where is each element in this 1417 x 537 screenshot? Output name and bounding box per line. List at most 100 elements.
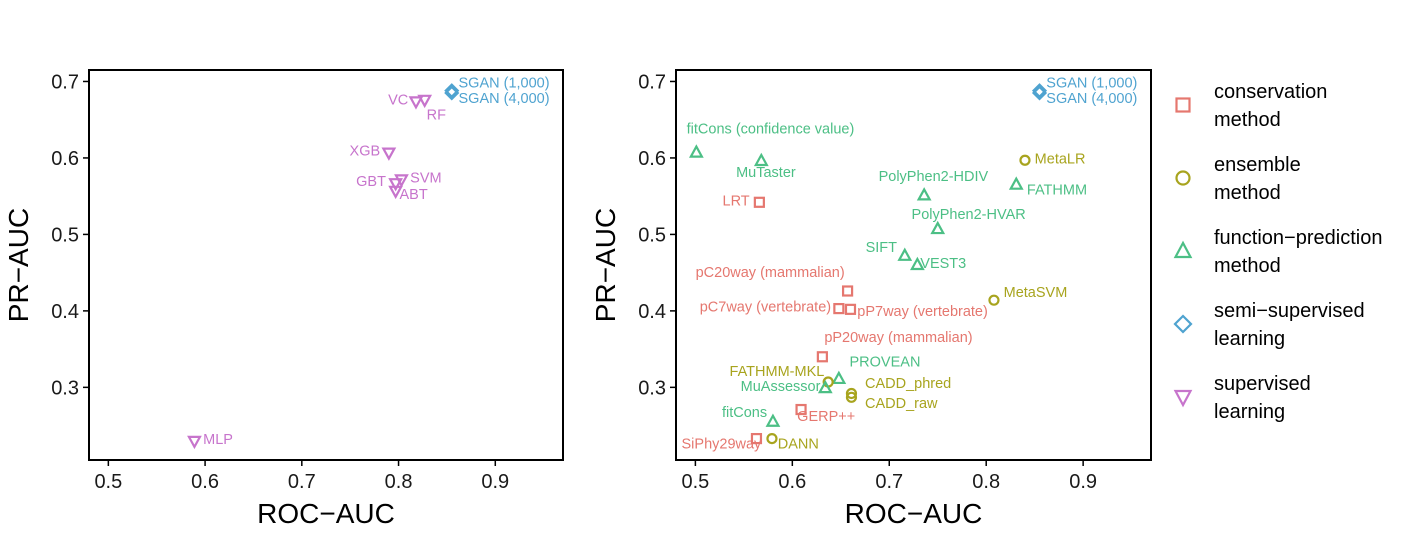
point-label-metalr: MetaLR xyxy=(1035,151,1086,167)
point-label-sgan-4-000: SGAN (4,000) xyxy=(459,91,550,107)
y-tick-label: 0.6 xyxy=(51,148,79,170)
point-label-siphy29way: SiPhy29way xyxy=(682,437,763,453)
x-tick-label: 0.7 xyxy=(288,471,316,493)
legend-label-supervised: supervised xyxy=(1214,373,1311,395)
point-rf xyxy=(417,94,433,109)
point-dann xyxy=(766,432,778,445)
legend-key-semi xyxy=(1173,314,1193,334)
point-label-svm: SVM xyxy=(410,170,441,186)
y-tick-label: 0.6 xyxy=(638,148,666,170)
point-label-vest3: VEST3 xyxy=(920,256,966,272)
legend-key-function xyxy=(1173,240,1193,259)
point-label-polyphen2-hvar: PolyPhen2-HVAR xyxy=(912,207,1026,223)
point-fathmm xyxy=(1008,176,1024,190)
legend-label-conservation-line2: method xyxy=(1214,109,1281,131)
point-label-sgan-1-000: SGAN (1,000) xyxy=(1046,76,1137,92)
point-muassessor xyxy=(817,379,833,394)
y-tick-label: 0.5 xyxy=(638,224,666,246)
chart-panel-right: 0.5 0.6 0.7 0.8 0.9 0.3 0.4 0.5 0.6 0.7 ROC−AUC PR−… xyxy=(590,69,1152,529)
point-label-dann: DANN xyxy=(778,437,819,453)
legend-label-conservation: conservation xyxy=(1214,81,1327,103)
legend-key-supervised xyxy=(1173,389,1193,408)
point-label-provean: PROVEAN xyxy=(850,355,921,371)
point-label-sift: SIFT xyxy=(866,240,898,256)
point-label-metasvm: MetaSVM xyxy=(1004,285,1068,301)
point-abt xyxy=(388,185,404,200)
point-cadd-phred xyxy=(845,387,858,400)
point-provean xyxy=(831,370,847,385)
point-vest3 xyxy=(910,256,925,271)
point-label-sgan-4-000: SGAN (4,000) xyxy=(1046,91,1137,107)
point-fitcons xyxy=(765,413,781,427)
point-label-pc7way-vertebrate: pC7way (vertebrate) xyxy=(700,300,831,316)
x-tick-label: 0.6 xyxy=(191,471,219,493)
point-label-xgb: XGB xyxy=(350,144,381,160)
legend-label-supervised-line2: learning xyxy=(1214,401,1285,423)
legend-label-ensemble-line2: method xyxy=(1214,182,1281,204)
point-label-fitcons: fitCons xyxy=(722,405,767,421)
x-axis-label: ROC−AUC xyxy=(845,498,983,529)
point-mutaster xyxy=(753,152,769,167)
plot-frame xyxy=(675,69,1152,461)
point-label-abt: ABT xyxy=(400,187,428,203)
point-gerp xyxy=(795,403,807,416)
point-metasvm xyxy=(988,294,1000,306)
x-tick-label: 0.6 xyxy=(778,471,806,493)
point-metalr xyxy=(1019,154,1031,166)
point-polyphen2-hvar xyxy=(930,220,946,235)
point-gbt xyxy=(388,178,404,192)
point-label-muassessor: MuAssessor xyxy=(741,379,821,395)
y-tick-label: 0.3 xyxy=(638,377,666,399)
point-label-fathmm: FATHMM xyxy=(1027,183,1087,199)
point-sgan-4-000 xyxy=(1031,85,1048,101)
point-label-sgan-1-000: SGAN (1,000) xyxy=(459,76,550,92)
point-label-gerp: GERP++ xyxy=(797,409,855,425)
y-tick-label: 0.7 xyxy=(51,71,79,93)
legend-label-function: function−prediction xyxy=(1214,227,1382,249)
point-label-cadd-raw: CADD_raw xyxy=(865,396,938,412)
point-sgan-1-000 xyxy=(1031,83,1048,99)
point-polyphen2-hdiv xyxy=(916,187,932,201)
x-tick-label: 0.9 xyxy=(1069,471,1097,493)
y-axis-label: PR−AUC xyxy=(590,208,621,322)
point-pp7way-vertebrate xyxy=(844,303,857,315)
y-axis-label: PR−AUC xyxy=(3,208,34,322)
x-tick-label: 0.5 xyxy=(681,471,709,493)
point-mlp xyxy=(187,435,202,450)
legend: conservation method ensemble method function… xyxy=(1173,81,1382,423)
point-xgb xyxy=(381,147,397,161)
x-tick-label: 0.5 xyxy=(94,471,122,493)
point-label-pp20way-mammalian: pP20way (mammalian) xyxy=(824,330,972,346)
x-tick-label: 0.8 xyxy=(972,471,1000,493)
point-sgan-1-000 xyxy=(444,83,460,99)
y-tick-label: 0.7 xyxy=(638,71,666,93)
point-label-fathmm-mkl: FATHMM-MKL xyxy=(730,364,825,380)
point-label-gbt: GBT xyxy=(356,174,386,190)
point-vc xyxy=(408,96,424,110)
legend-label-ensemble: ensemble xyxy=(1214,154,1301,176)
point-label-vc: VC xyxy=(388,92,408,108)
point-label-mlp: MLP xyxy=(203,432,233,448)
point-label-pp7way-vertebrate: pP7way (vertebrate) xyxy=(857,304,988,320)
x-tick-label: 0.8 xyxy=(385,471,413,493)
point-siphy29way xyxy=(750,432,763,445)
point-label-mutaster: MuTaster xyxy=(736,165,796,181)
point-svm xyxy=(394,174,409,188)
point-fitcons-confidence-value xyxy=(688,144,704,158)
legend-key-conservation xyxy=(1175,97,1191,113)
point-label-polyphen2-hdiv: PolyPhen2-HDIV xyxy=(879,169,989,185)
y-tick-label: 0.4 xyxy=(51,301,79,323)
legend-label-function-line2: method xyxy=(1214,255,1281,277)
x-axis-label: ROC−AUC xyxy=(257,498,395,529)
point-cadd-raw xyxy=(845,391,858,403)
point-label-pc20way-mammalian: pC20way (mammalian) xyxy=(696,265,845,281)
legend-key-ensemble xyxy=(1175,170,1191,186)
point-sgan-4-000 xyxy=(444,85,460,101)
legend-label-semi: semi−supervised xyxy=(1214,300,1365,322)
y-tick-label: 0.4 xyxy=(638,301,666,323)
point-pp20way-mammalian xyxy=(816,351,828,363)
point-pc20way-mammalian xyxy=(841,285,854,297)
y-tick-label: 0.5 xyxy=(51,224,79,246)
plot-frame xyxy=(88,69,564,461)
